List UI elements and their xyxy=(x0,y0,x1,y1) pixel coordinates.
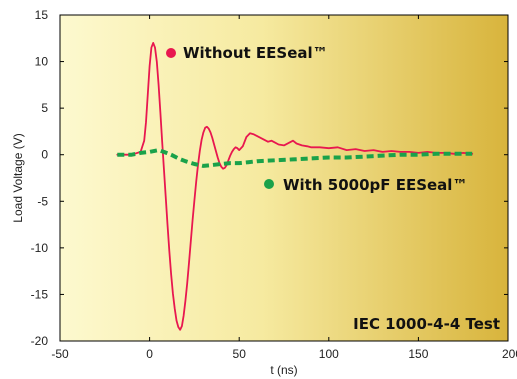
series-with-eeseal-line xyxy=(117,148,473,168)
plot-background xyxy=(60,15,508,341)
x-axis: -50 0 50 100 150 200 xyxy=(51,15,517,361)
y-tick-label: 5 xyxy=(41,101,48,115)
with-annotation: With 5000pF EESeal™ xyxy=(283,176,467,194)
x-tick-label: -50 xyxy=(51,347,69,361)
test-annotation: IEC 1000-4-4 Test xyxy=(353,315,500,333)
y-tick-label: 0 xyxy=(41,148,48,162)
with-legend-marker xyxy=(264,179,274,189)
without-legend-marker xyxy=(166,48,176,58)
y-axis: -20 -15 -10 -5 0 5 10 15 xyxy=(31,8,508,348)
y-tick-label: -5 xyxy=(37,194,48,208)
without-annotation: Without EESeal™ xyxy=(183,44,328,62)
x-tick-label: 0 xyxy=(146,347,153,361)
y-tick-label: 15 xyxy=(35,8,49,22)
x-tick-label: 100 xyxy=(319,347,339,361)
y-tick-label: -15 xyxy=(31,287,49,301)
x-tick-label: 200 xyxy=(502,347,517,361)
x-axis-title: t (ns) xyxy=(270,363,297,377)
series-layer xyxy=(116,42,474,331)
y-tick-label: 10 xyxy=(35,55,49,69)
y-tick-label: -10 xyxy=(31,241,49,255)
y-tick-label: -20 xyxy=(31,334,49,348)
x-tick-label: 150 xyxy=(408,347,428,361)
plot-frame xyxy=(59,14,509,342)
x-tick-label: 50 xyxy=(233,347,247,361)
y-axis-title: Load Voltage (V) xyxy=(11,133,25,222)
series-without-eeseal-line xyxy=(116,42,474,331)
